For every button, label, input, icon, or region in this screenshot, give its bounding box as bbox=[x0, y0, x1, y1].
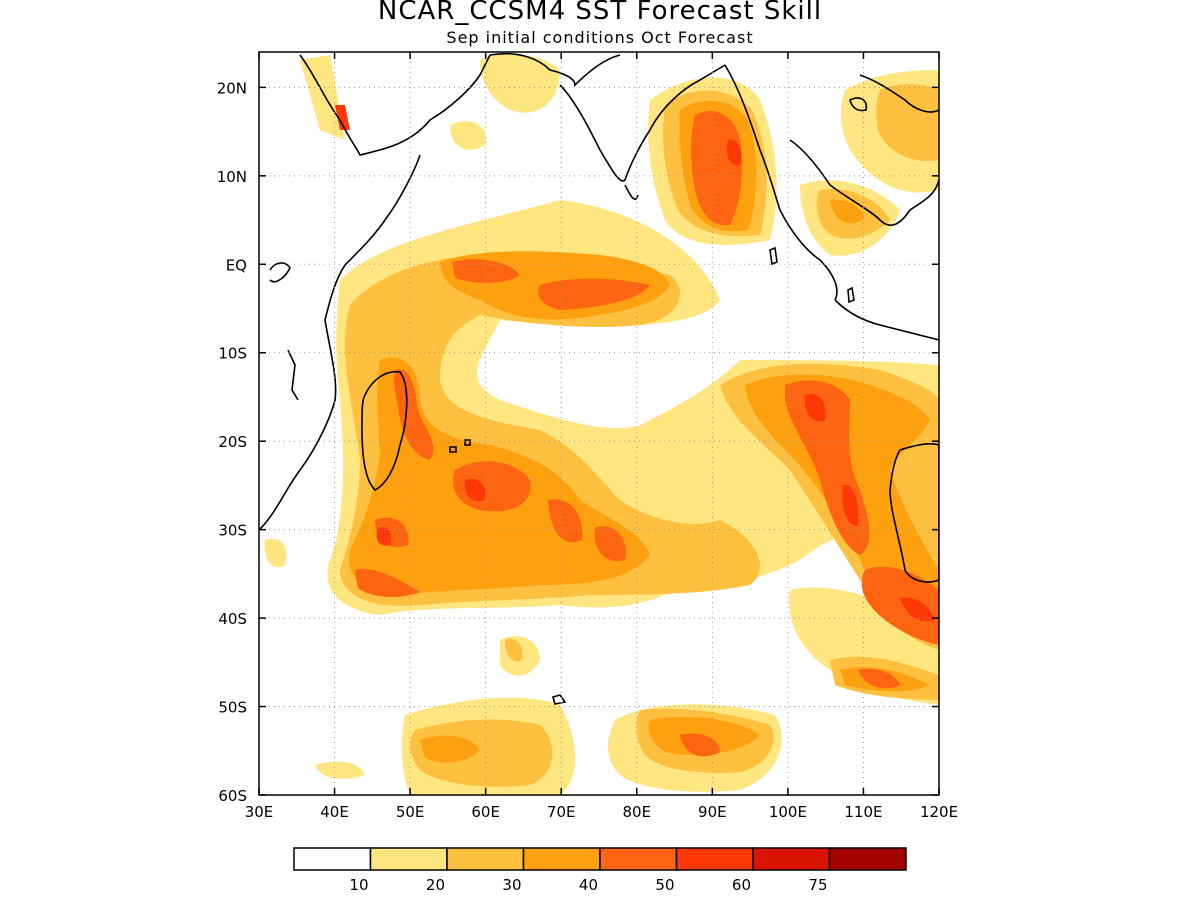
map-subtitle: Sep initial conditions Oct Forecast bbox=[446, 28, 754, 47]
colorbar-swatch bbox=[522, 847, 601, 871]
lon-tick-label: 70E bbox=[547, 803, 576, 821]
lon-tick-label: 90E bbox=[698, 803, 727, 821]
lon-tick-label: 80E bbox=[622, 803, 651, 821]
gridlines bbox=[259, 52, 939, 795]
lon-tick-label: 50E bbox=[396, 803, 425, 821]
lat-tick-label: 40S bbox=[218, 610, 247, 628]
colorbar-swatch bbox=[828, 847, 907, 871]
colorbar-label: 10 bbox=[349, 876, 368, 894]
plot-frame bbox=[258, 51, 940, 796]
skill-shading bbox=[264, 54, 939, 795]
colorbar-swatch bbox=[293, 847, 372, 871]
axis-ticks bbox=[258, 52, 940, 796]
axis-tick-labels: 30E 40E 50E 60E 70E 80E 90E 100E 110E 120E 20N 10N E… bbox=[217, 79, 958, 821]
lon-tick-label: 60E bbox=[471, 803, 500, 821]
lat-tick-label: 60S bbox=[218, 787, 247, 805]
lon-tick-label: 40E bbox=[320, 803, 349, 821]
lat-tick-label: 20N bbox=[217, 79, 247, 97]
lon-tick-label: 120E bbox=[920, 803, 958, 821]
lat-tick-label: 20S bbox=[218, 433, 247, 451]
lat-tick-label: 50S bbox=[218, 699, 247, 717]
map-title: NCAR_CCSM4 SST Forecast Skill bbox=[377, 0, 823, 26]
shade-50-60 bbox=[335, 105, 935, 622]
lat-tick-label: 10S bbox=[218, 345, 247, 363]
colorbar-swatch bbox=[752, 847, 831, 871]
lon-tick-label: 100E bbox=[769, 803, 807, 821]
lon-tick-label: 30E bbox=[245, 803, 274, 821]
coastlines bbox=[259, 52, 939, 705]
lon-tick-label: 110E bbox=[844, 803, 882, 821]
colorbar-swatch bbox=[599, 847, 678, 871]
colorbar-label: 60 bbox=[732, 876, 751, 894]
lat-tick-label: EQ bbox=[226, 256, 247, 274]
colorbar-label: 50 bbox=[655, 876, 674, 894]
colorbar: 10 20 30 40 50 60 75 bbox=[293, 847, 907, 894]
colorbar-swatch bbox=[446, 847, 525, 871]
lat-tick-label: 10N bbox=[217, 168, 247, 186]
colorbar-label: 20 bbox=[426, 876, 445, 894]
lat-tick-label: 30S bbox=[218, 522, 247, 540]
colorbar-swatch bbox=[369, 847, 448, 871]
colorbar-label: 30 bbox=[502, 876, 521, 894]
colorbar-swatch bbox=[675, 847, 754, 871]
colorbar-label: 40 bbox=[579, 876, 598, 894]
colorbar-label: 75 bbox=[808, 876, 827, 894]
